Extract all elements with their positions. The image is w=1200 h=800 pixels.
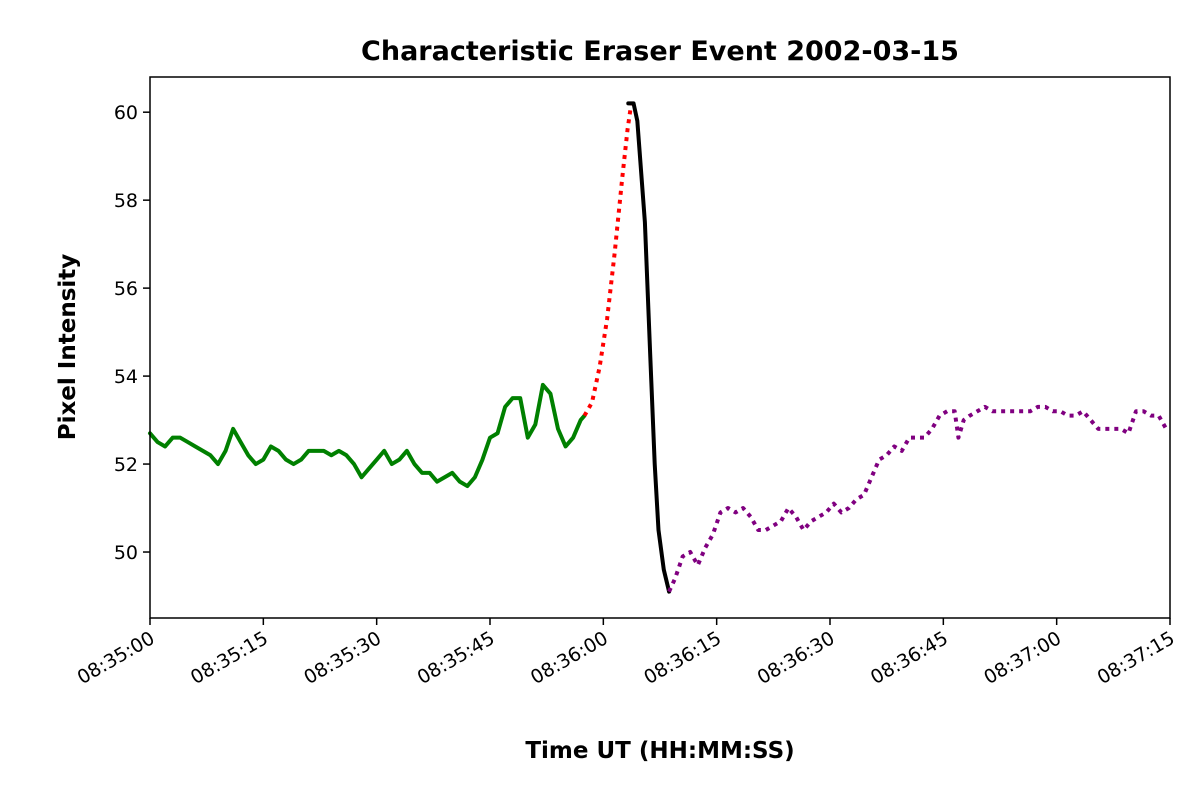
y-tick-label: 52 <box>114 454 138 476</box>
series-line-2 <box>582 103 634 417</box>
y-tick-label: 58 <box>114 190 138 212</box>
series-line-3 <box>626 101 672 594</box>
chart-title: Characteristic Eraser Event 2002-03-15 <box>361 36 959 67</box>
y-tick-label: 60 <box>114 102 138 124</box>
series-line-1 <box>148 382 587 489</box>
y-axis-title: Pixel Intensity <box>55 254 81 441</box>
series-layer <box>148 101 1168 594</box>
x-axis-title: Time UT (HH:MM:SS) <box>525 738 794 764</box>
y-tick-label: 50 <box>114 542 138 564</box>
y-tick-label: 54 <box>114 366 138 388</box>
y-tick-label: 56 <box>114 278 138 300</box>
plot-frame <box>149 76 1171 619</box>
series-line-4 <box>667 404 1168 593</box>
